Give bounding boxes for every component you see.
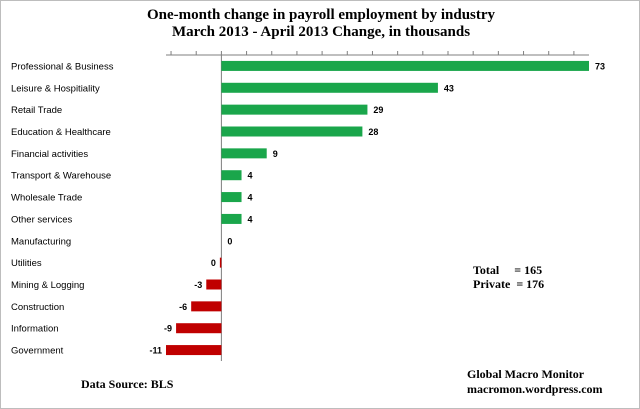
- bar-financial-activities: [221, 148, 267, 159]
- credit-site: macromon.wordpress.com: [467, 382, 603, 396]
- bar-education-healthcare: [221, 126, 363, 137]
- value-label-financial-activities: 9: [273, 149, 278, 159]
- totals-box: Total = 165 Private = 176: [473, 263, 544, 291]
- bar-other-services: [221, 213, 242, 224]
- value-label-information: -9: [164, 324, 172, 334]
- value-label-government: -11: [149, 346, 162, 356]
- value-label-construction: -6: [179, 302, 187, 312]
- category-label-construction: Construction: [11, 302, 64, 313]
- category-label-retail-trade: Retail Trade: [11, 105, 62, 116]
- bar-leisure-hospitiality: [221, 82, 438, 93]
- category-label-other-services: Other services: [11, 214, 72, 225]
- bar-mining-logging: [206, 279, 222, 290]
- private-line: Private = 176: [473, 277, 545, 291]
- value-label-utilities: 0: [211, 258, 216, 268]
- value-label-other-services: 4: [248, 214, 253, 224]
- category-label-financial-activities: Financial activities: [11, 149, 88, 160]
- value-label-mining-logging: -3: [194, 280, 202, 290]
- category-label-education-healthcare: Education & Healthcare: [11, 127, 111, 138]
- chart-subtitle: March 2013 - April 2013 Change, in thous…: [171, 24, 471, 40]
- total-line: Total = 165: [473, 263, 543, 277]
- bar-professional-business: [221, 60, 589, 71]
- bar-utilities: [219, 257, 222, 268]
- bar-government: [166, 345, 222, 356]
- bar-wholesale-trade: [221, 192, 242, 203]
- category-label-leisure-hospitiality: Leisure & Hospitiality: [11, 83, 100, 94]
- category-label-utilities: Utilities: [11, 258, 42, 269]
- bar-information: [176, 323, 222, 334]
- value-label-education-healthcare: 28: [368, 127, 378, 137]
- value-label-transport-warehouse: 4: [248, 171, 253, 181]
- data-source-note: Data Source: BLS: [81, 377, 174, 391]
- chart-title: One-month change in payroll employment b…: [146, 7, 496, 23]
- value-label-leisure-hospitiality: 43: [444, 83, 454, 93]
- category-label-manufacturing: Manufacturing: [11, 236, 71, 247]
- category-label-wholesale-trade: Wholesale Trade: [11, 193, 82, 204]
- value-label-wholesale-trade: 4: [248, 193, 253, 203]
- category-label-mining-logging: Mining & Logging: [11, 280, 84, 291]
- value-label-manufacturing: 0: [227, 236, 232, 246]
- category-label-information: Information: [11, 324, 59, 335]
- bar-construction: [191, 301, 222, 312]
- value-label-retail-trade: 29: [373, 105, 383, 115]
- credit-name: Global Macro Monitor: [467, 367, 585, 381]
- value-label-professional-business: 73: [595, 61, 605, 71]
- bar-retail-trade: [221, 104, 368, 115]
- category-label-transport-warehouse: Transport & Warehouse: [11, 171, 111, 182]
- category-label-government: Government: [11, 346, 64, 357]
- category-label-professional-business: Professional & Business: [11, 61, 114, 72]
- bar-transport-warehouse: [221, 170, 242, 181]
